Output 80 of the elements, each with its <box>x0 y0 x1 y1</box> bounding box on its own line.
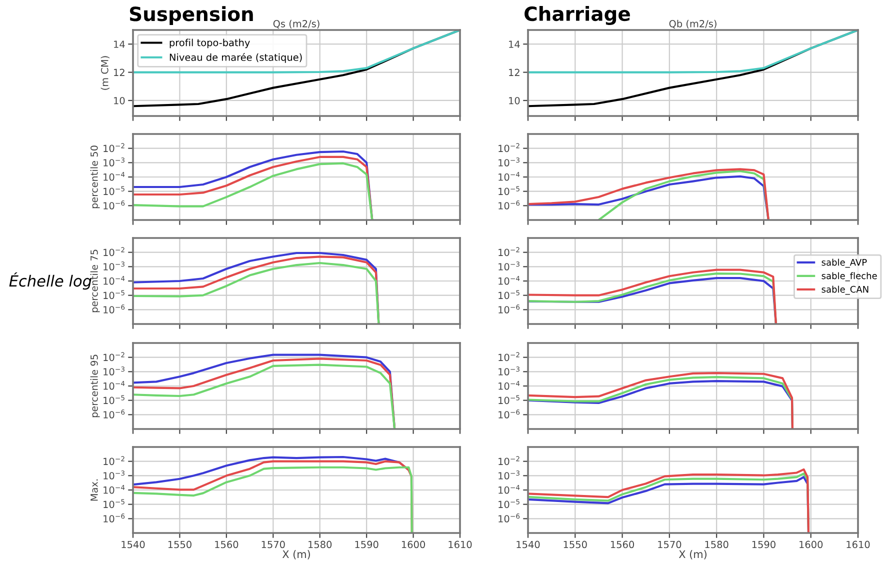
x-tick-label: 1560 <box>215 540 238 548</box>
y-axis-title: Max. <box>90 479 98 501</box>
legend-label: Niveau de marée (statique) <box>170 53 302 63</box>
y-tick-label: 10$^{−3}$ <box>498 366 520 376</box>
y-tick-label: 10$^{−4}$ <box>104 484 125 494</box>
chart-title: Suspension <box>130 6 253 25</box>
y-tick-label: 10 <box>114 96 125 104</box>
y-tick-label: 10$^{−4}$ <box>498 172 520 181</box>
y-tick-label: 10$^{−5}$ <box>104 186 124 196</box>
x-axis-title: X (m) <box>282 550 310 560</box>
y-tick-label: 10$^{−2}$ <box>104 352 124 362</box>
legend-label: sable_CAN <box>822 286 868 295</box>
y-tick-label: 10$^{−6}$ <box>104 410 125 418</box>
y-tick-label: 10$^{−4}$ <box>498 380 520 390</box>
line-series <box>598 170 770 220</box>
y-tick-label: 10$^{−3}$ <box>104 262 124 270</box>
y-tick-label: 10$^{−3}$ <box>498 470 520 480</box>
y-tick-label: 12 <box>509 68 520 76</box>
y-tick-label: 10$^{−5}$ <box>498 290 520 300</box>
y-tick-label: 10$^{−5}$ <box>498 186 520 196</box>
y-tick-label: 10$^{−6}$ <box>104 200 125 210</box>
y-tick-label: 10$^{−4}$ <box>104 172 125 181</box>
legend-label: sable_AVP <box>822 258 867 268</box>
x-tick-label: 1610 <box>846 540 870 548</box>
x-tick-label: 1580 <box>705 540 728 548</box>
x-tick-label: 1540 <box>122 540 145 548</box>
y-tick-label: 10$^{−4}$ <box>104 380 125 390</box>
y-tick-label: 10$^{−6}$ <box>498 514 520 522</box>
legend-label: profil topo-bathy <box>170 38 250 48</box>
y-tick-label: 10$^{−3}$ <box>498 262 520 270</box>
y-tick-label: 10$^{−5}$ <box>104 290 124 300</box>
x-tick-label: 1550 <box>168 540 192 548</box>
y-tick-label: 10$^{−2}$ <box>104 143 124 152</box>
y-tick-label: 10$^{−3}$ <box>498 158 520 166</box>
x-tick-label: 1550 <box>564 540 587 548</box>
chart-title: Charriage <box>524 6 630 25</box>
x-tick-label: 1600 <box>402 540 426 548</box>
x-tick-label: 1590 <box>355 540 378 548</box>
y-tick-label: 10 <box>509 96 520 104</box>
y-tick-label: 10$^{−2}$ <box>498 143 520 152</box>
x-tick-label: 1560 <box>610 540 634 548</box>
x-tick-label: 1590 <box>752 540 776 548</box>
x-tick-label: 1570 <box>658 540 682 548</box>
y-axis-title: percentile 75 <box>90 250 100 312</box>
y-tick-label: 10$^{−4}$ <box>498 276 520 285</box>
y-tick-label: 10$^{−2}$ <box>104 247 124 256</box>
x-axis-title: X (m) <box>678 550 706 560</box>
y-tick-label: 10$^{−3}$ <box>104 470 124 480</box>
y-tick-label: 10$^{−4}$ <box>104 276 125 285</box>
y-tick-label: 10$^{−6}$ <box>498 410 520 418</box>
y-tick-label: 10$^{−5}$ <box>104 395 124 404</box>
y-tick-label: 10$^{−2}$ <box>104 456 124 466</box>
x-tick-label: 1580 <box>308 540 332 548</box>
x-tick-label: 1570 <box>262 540 285 548</box>
y-tick-label: 14 <box>114 40 125 48</box>
y-tick-label: 10$^{−5}$ <box>498 395 520 404</box>
x-tick-label: 1600 <box>800 540 823 548</box>
y-tick-label: 10$^{−6}$ <box>498 304 520 314</box>
y-tick-label: 10$^{−3}$ <box>104 366 124 376</box>
y-tick-label: 10$^{−6}$ <box>104 514 125 522</box>
y-axis-title: (m CM) <box>100 56 110 90</box>
x-tick-label: 1610 <box>448 540 472 548</box>
y-tick-label: 10$^{−3}$ <box>104 158 124 166</box>
chart-subtitle: Qb (m2/s) <box>669 20 716 29</box>
y-tick-label: 10$^{−2}$ <box>498 352 520 362</box>
text: Échelle log <box>9 272 92 290</box>
y-axis-title: percentile 50 <box>90 146 100 208</box>
y-axis-title: percentile 95 <box>90 354 100 418</box>
y-tick-label: 10$^{−5}$ <box>104 499 124 508</box>
chart-subtitle: Qs (m2/s) <box>273 20 320 29</box>
legend-label: sable_fleche <box>822 272 877 282</box>
y-tick-label: 10$^{−6}$ <box>498 200 520 210</box>
y-tick-label: 10$^{−2}$ <box>498 247 520 256</box>
y-tick-label: 10$^{−5}$ <box>498 499 520 508</box>
y-tick-label: 14 <box>509 40 520 48</box>
y-tick-label: 10$^{−4}$ <box>498 484 520 494</box>
y-tick-label: 12 <box>114 68 124 76</box>
y-tick-label: 10$^{−2}$ <box>498 456 520 466</box>
x-tick-label: 1540 <box>516 540 540 548</box>
y-tick-label: 10$^{−6}$ <box>104 304 125 314</box>
